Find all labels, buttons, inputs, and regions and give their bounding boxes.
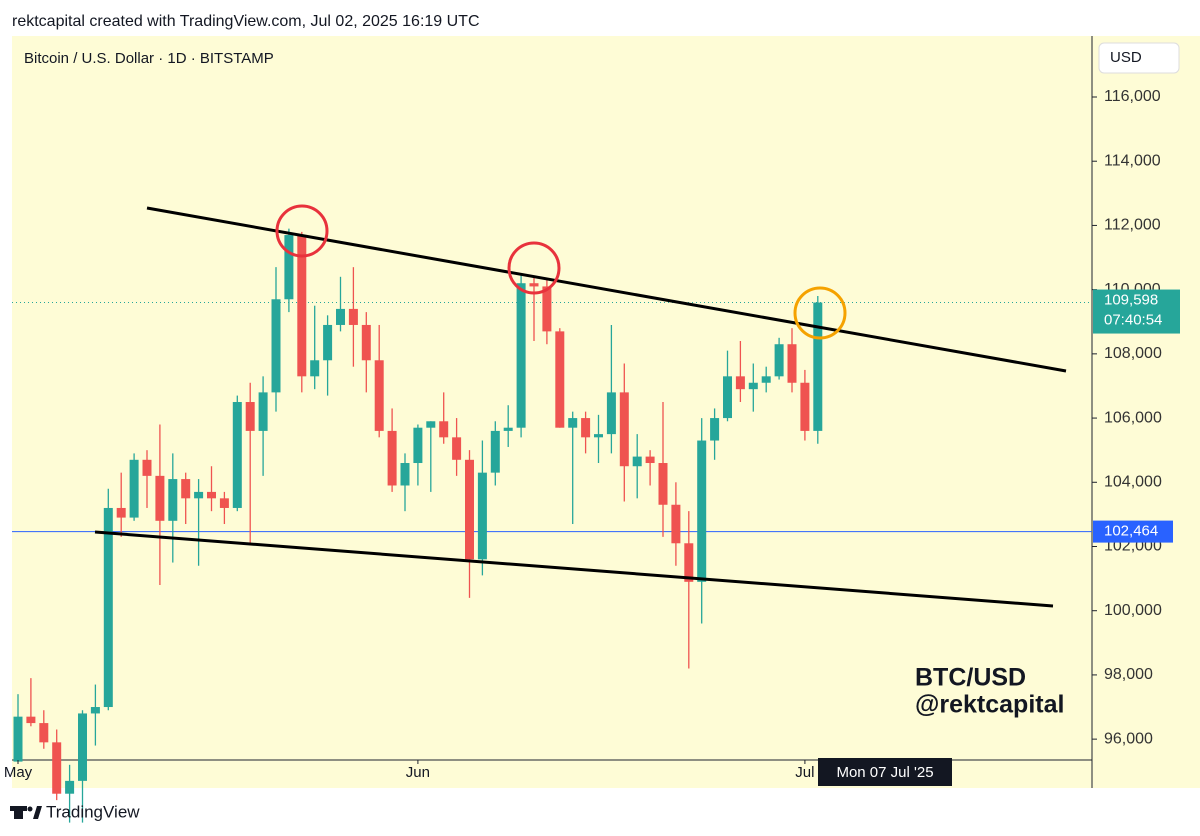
footer-brand: TradingView (46, 802, 140, 821)
candle-body (413, 427, 423, 464)
countdown-label: 07:40:54 (1104, 312, 1162, 329)
candle-body (542, 286, 552, 332)
candle-body (813, 302, 823, 431)
candle-body (297, 235, 307, 377)
x-tick-label: Jun (406, 764, 430, 781)
x-tick-label: May (4, 764, 33, 781)
candle-body (219, 498, 229, 508)
candle-body (361, 324, 371, 361)
watermark: BTC/USD (915, 664, 1026, 692)
candle-body (529, 283, 539, 287)
y-tick-label: 100,000 (1104, 602, 1162, 619)
candle-body (13, 716, 23, 762)
y-tick-label: 108,000 (1104, 345, 1162, 362)
candles (12, 228, 1092, 823)
chart-title: Bitcoin / U.S. Dollar · 1D · BITSTAMP (24, 50, 274, 67)
candle-body (426, 421, 436, 428)
highlight-circle (507, 241, 561, 295)
candle-body (516, 283, 526, 428)
candle-body (142, 459, 152, 476)
candle-body (78, 713, 87, 781)
y-tick-label: 98,000 (1104, 666, 1153, 683)
last-price-box (1093, 289, 1180, 334)
candle-body (232, 402, 242, 508)
candle-body (568, 418, 578, 428)
candle-body (258, 392, 268, 431)
candle-body (181, 479, 191, 499)
candle-body (684, 543, 694, 582)
candle-body (116, 507, 126, 518)
candle-body (606, 392, 616, 435)
candle-body (658, 463, 668, 505)
candle-body (697, 440, 707, 582)
candle-body (619, 392, 629, 467)
candle-body (800, 382, 810, 431)
candle-body (477, 472, 487, 560)
candle-body (594, 434, 603, 438)
candle-body (26, 716, 36, 724)
candle-body (439, 421, 449, 438)
currency-label: USD (1110, 49, 1142, 66)
candle-body (581, 418, 591, 438)
candle-body (774, 344, 784, 377)
y-tick-label: 112,000 (1104, 217, 1161, 234)
candle-body (52, 742, 62, 794)
highlight-circle (793, 286, 847, 340)
candle-body (387, 430, 397, 486)
candle-body (723, 376, 732, 419)
currency-button[interactable] (1098, 42, 1180, 74)
candle-body (103, 507, 113, 708)
candle-body (787, 344, 797, 383)
last-price-label: 109,598 (1104, 292, 1158, 309)
candle-body (452, 437, 462, 460)
candle-body (645, 456, 655, 464)
candle-body (194, 491, 204, 499)
candle-body (710, 418, 720, 441)
candle-body (400, 463, 410, 486)
candle-body (168, 479, 178, 521)
candle-body (374, 360, 384, 431)
candle-body (245, 402, 255, 431)
y-tick-label: 106,000 (1104, 409, 1162, 426)
candle-body (39, 723, 49, 743)
candle-body (284, 235, 294, 300)
candle-body (155, 475, 165, 521)
y-tick-label: 116,000 (1104, 88, 1161, 105)
plot-area (12, 36, 1092, 760)
candle-body (207, 491, 216, 499)
candle-body (735, 376, 745, 390)
candle-body (271, 299, 281, 393)
watermark: @rektcapital (915, 691, 1064, 719)
price-axis-area (1092, 36, 1200, 788)
level-price-label: 102,464 (1104, 523, 1158, 540)
candle-body (503, 427, 513, 431)
y-tick-label: 114,000 (1104, 152, 1161, 169)
candle-body (310, 360, 320, 377)
candle-body (761, 376, 771, 383)
y-tick-label: 104,000 (1104, 473, 1162, 490)
candle-body (348, 308, 358, 325)
candle-body (632, 456, 642, 467)
candle-body (465, 459, 474, 560)
candle-body (129, 459, 139, 518)
candle-body (90, 707, 100, 714)
header: rektcapital created with TradingView.com… (12, 13, 480, 30)
candle-body (323, 324, 333, 361)
x-tick-label: Jul (795, 764, 814, 781)
candle-body (336, 308, 345, 325)
upper-trendline (146, 206, 1067, 373)
crosshair-label: Mon 07 Jul '25 (836, 764, 933, 781)
lower-trendline (94, 530, 1054, 608)
candle-body (490, 430, 500, 473)
highlight-circle (275, 204, 329, 258)
y-tick-label: 96,000 (1104, 730, 1153, 747)
candle-body (671, 504, 681, 544)
level-price-box (1093, 520, 1173, 543)
candle-body (65, 780, 75, 794)
candle-body (748, 382, 758, 390)
tradingview-logo (10, 806, 42, 819)
crosshair-label-box (818, 758, 952, 786)
candle-body (555, 331, 565, 428)
